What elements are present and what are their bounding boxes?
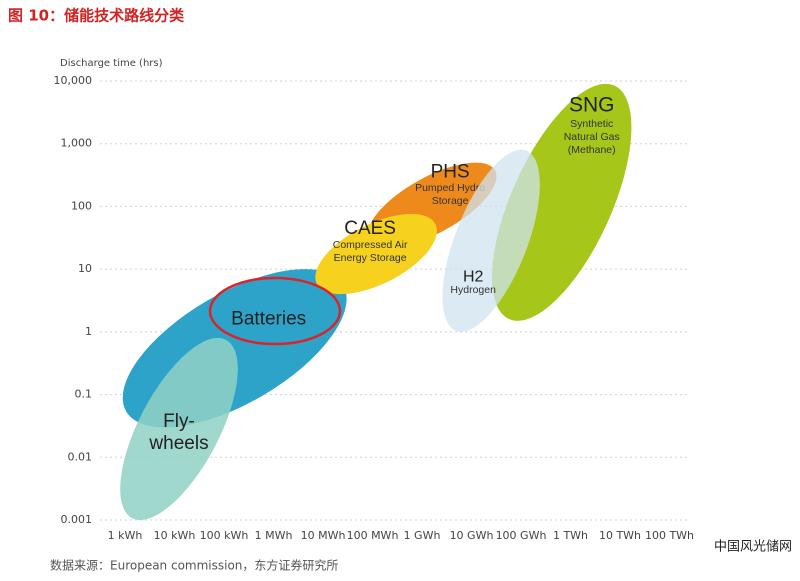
- region-name: CAES: [344, 218, 396, 239]
- x-tick-label: 1 MWh: [255, 529, 293, 542]
- source: 数据来源：European commission，东方证券研究所: [50, 558, 338, 573]
- region-name: Batteries: [231, 308, 306, 329]
- region-name: SNG: [569, 94, 615, 117]
- grid: 10,000 1,000 100 10 1 0.1 0.01 0.001 1 kWh 10 kWh…: [54, 74, 695, 542]
- region: [442, 149, 540, 332]
- region-description: Compressed Air: [333, 239, 408, 251]
- y-tick-label: 100: [71, 199, 92, 212]
- region-description: Pumped Hydro: [415, 182, 485, 194]
- x-tick-label: 10 kWh: [154, 529, 196, 542]
- y-tick-label: 1,000: [61, 137, 93, 150]
- region-description: Storage: [432, 195, 469, 207]
- y-axis-label: Discharge time (hrs): [60, 58, 163, 69]
- x-tick-label: 10 TWh: [599, 529, 641, 542]
- region-name: H2: [463, 269, 484, 286]
- highlight-circle: [208, 276, 342, 346]
- region-name: Fly-: [163, 411, 195, 432]
- region-description: Synthetic: [570, 118, 613, 130]
- watermark: 中国风光储网: [714, 540, 792, 555]
- region-name: wheels: [148, 433, 208, 454]
- y-tick-label: 10: [78, 262, 92, 275]
- x-tick-label: 100 kWh: [200, 529, 249, 542]
- x-tick-label: 1 kWh: [108, 529, 143, 542]
- chart-title: 图 10：储能技术路线分类: [8, 7, 185, 25]
- x-tick-label: 10 MWh: [301, 529, 346, 542]
- region-description: Natural Gas: [564, 131, 620, 143]
- region-description: Hydrogen: [450, 284, 496, 296]
- y-tick-label: 0.1: [75, 388, 93, 401]
- region-description: Energy Storage: [334, 252, 407, 264]
- x-tick-label: 1 TWh: [553, 529, 588, 542]
- x-tick-label: 10 GWh: [450, 529, 494, 542]
- region-description: (Methane): [568, 144, 616, 156]
- region: [120, 337, 238, 521]
- x-tick-label: 100 TWh: [645, 529, 694, 542]
- x-tick-label: 100 GWh: [496, 529, 547, 542]
- y-tick-label: 0.001: [61, 513, 93, 526]
- region: [315, 213, 437, 295]
- region: [492, 83, 632, 321]
- y-tick-label: 0.01: [68, 450, 93, 463]
- y-tick-label: 10,000: [54, 74, 93, 87]
- x-tick-label: 1 GWh: [404, 529, 441, 542]
- x-tick-label: 100 MWh: [347, 529, 399, 542]
- region-name: PHS: [431, 161, 470, 182]
- y-tick-label: 1: [85, 325, 92, 338]
